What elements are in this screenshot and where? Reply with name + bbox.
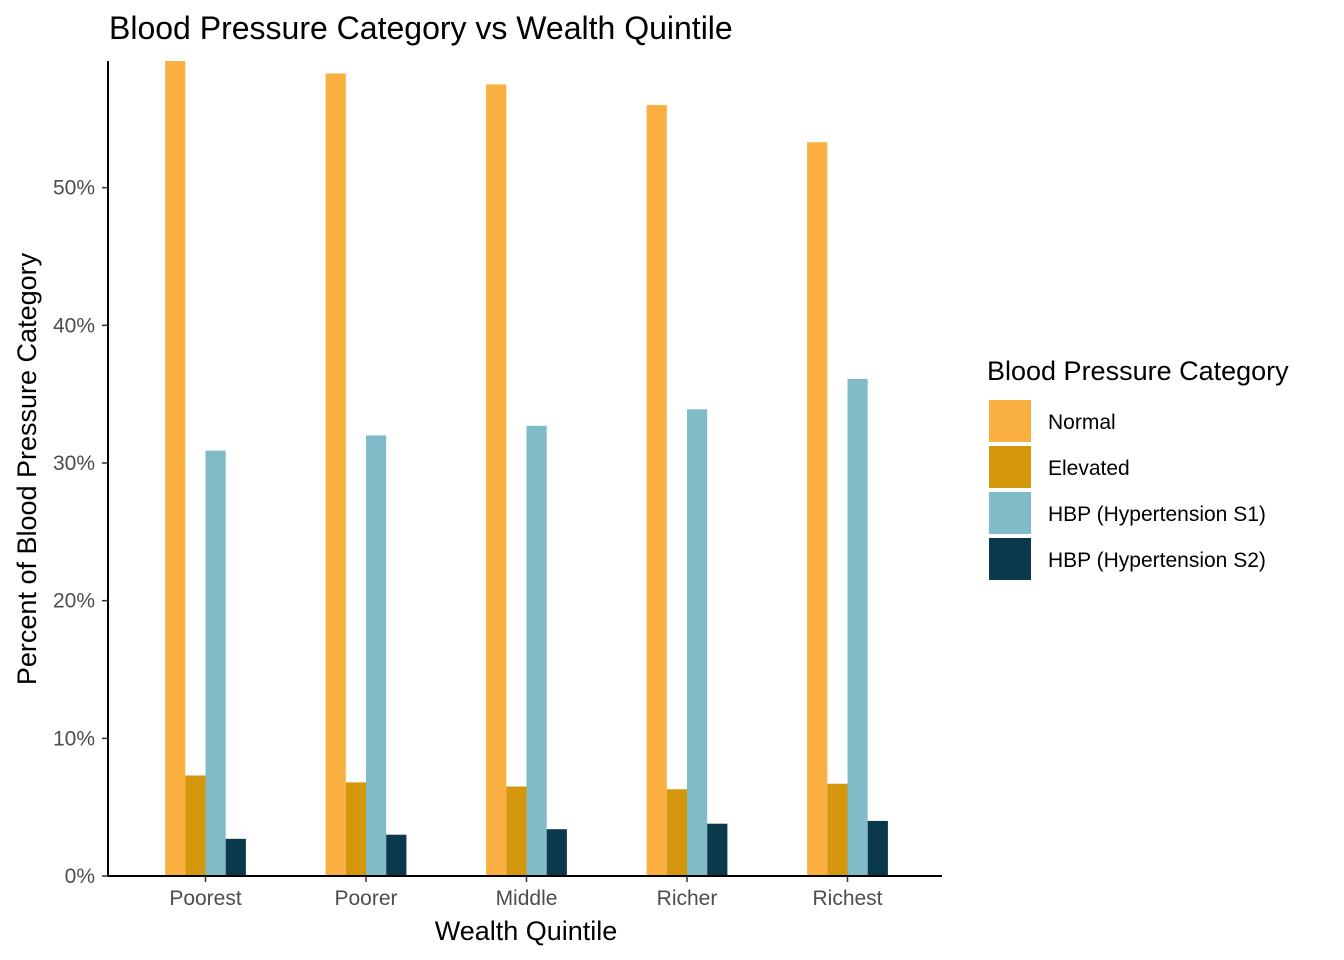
bar [526, 425, 547, 876]
bar [486, 84, 507, 876]
bar [506, 786, 527, 876]
bar [225, 838, 246, 876]
x-tick-label: Richer [657, 887, 718, 910]
legend-label: HBP (Hypertension S1) [1048, 503, 1266, 526]
bar [707, 823, 728, 876]
y-tick-label: 40% [53, 314, 95, 337]
bar [807, 142, 828, 877]
y-tick-label: 20% [53, 590, 95, 613]
bar [185, 775, 206, 876]
legend-swatch [989, 492, 1031, 534]
legend-title: Blood Pressure Category [987, 356, 1289, 386]
legend-swatch [989, 446, 1031, 488]
bar [345, 782, 366, 876]
y-tick-label: 10% [53, 727, 95, 750]
bar [366, 435, 387, 876]
legend: Blood Pressure Category Normal Elevated HB… [987, 356, 1289, 580]
y-tick-label: 0% [65, 865, 95, 888]
x-tick-label: Poorest [169, 887, 242, 910]
legend-swatch [989, 400, 1031, 442]
y-axis-ticks: 0% 10% 20% 30% 40% 50% [53, 177, 108, 888]
y-tick-label: 30% [53, 452, 95, 475]
bar [687, 409, 708, 876]
x-axis-ticks: Poorest Poorer Middle Richer Richest [169, 876, 883, 910]
y-axis-title: Percent of Blood Pressure Category [12, 252, 42, 685]
bar [546, 829, 567, 876]
bars-group [165, 61, 888, 877]
legend-items: Normal Elevated HBP (Hypertension S1) HBP (… [989, 400, 1266, 580]
bar [325, 73, 346, 876]
bar [666, 789, 687, 876]
bar [205, 450, 226, 876]
legend-label: Normal [1048, 411, 1116, 434]
x-tick-label: Poorer [334, 887, 397, 910]
legend-swatch [989, 538, 1031, 580]
legend-label: HBP (Hypertension S2) [1048, 549, 1266, 572]
x-tick-label: Middle [496, 887, 558, 910]
y-tick-label: 50% [53, 177, 95, 200]
bar [847, 379, 868, 876]
bar [867, 820, 888, 876]
bar [386, 834, 407, 876]
chart-title: Blood Pressure Category vs Wealth Quinti… [109, 10, 733, 46]
legend-label: Elevated [1048, 457, 1130, 480]
x-tick-label: Richest [812, 887, 882, 910]
bar [827, 783, 848, 876]
x-axis-title: Wealth Quintile [435, 916, 618, 946]
bar [165, 61, 186, 876]
plot-area: 0% 10% 20% 30% 40% 50% Poorest Poorer Middle Ric… [53, 61, 942, 910]
bar [646, 105, 667, 877]
